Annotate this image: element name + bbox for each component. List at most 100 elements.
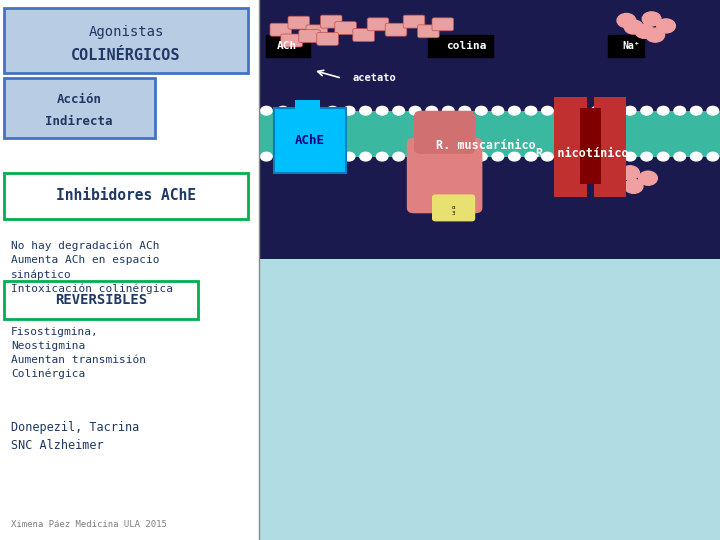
Circle shape: [707, 152, 719, 161]
Circle shape: [277, 152, 289, 161]
Circle shape: [642, 12, 661, 26]
FancyBboxPatch shape: [306, 25, 328, 38]
FancyBboxPatch shape: [295, 100, 320, 116]
Text: Inhibidores AChE: Inhibidores AChE: [56, 188, 196, 203]
Circle shape: [410, 106, 421, 115]
FancyBboxPatch shape: [259, 259, 720, 540]
FancyBboxPatch shape: [432, 18, 454, 31]
FancyBboxPatch shape: [353, 29, 374, 42]
Circle shape: [608, 152, 619, 161]
Text: R. muscarínico: R. muscarínico: [436, 139, 536, 152]
Circle shape: [426, 106, 438, 115]
Circle shape: [617, 14, 636, 28]
Circle shape: [508, 106, 520, 115]
Circle shape: [541, 106, 553, 115]
FancyBboxPatch shape: [299, 30, 320, 43]
Text: Na⁺: Na⁺: [623, 41, 640, 51]
FancyBboxPatch shape: [4, 78, 155, 138]
Circle shape: [492, 152, 503, 161]
FancyBboxPatch shape: [270, 23, 292, 36]
FancyBboxPatch shape: [580, 108, 601, 184]
Circle shape: [410, 152, 421, 161]
Circle shape: [360, 152, 372, 161]
FancyBboxPatch shape: [266, 35, 310, 57]
Circle shape: [624, 152, 636, 161]
Circle shape: [591, 152, 603, 161]
FancyBboxPatch shape: [274, 108, 346, 173]
Circle shape: [459, 152, 471, 161]
Text: α
3: α 3: [451, 205, 456, 216]
Circle shape: [525, 152, 536, 161]
Circle shape: [690, 106, 702, 115]
Text: AChE: AChE: [294, 134, 325, 147]
Circle shape: [657, 19, 675, 33]
FancyBboxPatch shape: [4, 8, 248, 73]
Text: REVERSIBLES: REVERSIBLES: [55, 293, 147, 307]
Circle shape: [657, 152, 669, 161]
Circle shape: [393, 152, 405, 161]
Text: ACh: ACh: [277, 41, 297, 51]
FancyBboxPatch shape: [403, 15, 425, 28]
FancyBboxPatch shape: [367, 18, 389, 31]
Circle shape: [261, 106, 272, 115]
Circle shape: [443, 152, 454, 161]
Circle shape: [575, 106, 586, 115]
Circle shape: [707, 106, 719, 115]
Text: Acción: Acción: [57, 93, 102, 106]
FancyBboxPatch shape: [4, 173, 248, 219]
Circle shape: [377, 152, 388, 161]
Circle shape: [443, 106, 454, 115]
Circle shape: [525, 106, 536, 115]
Circle shape: [277, 106, 289, 115]
Circle shape: [674, 106, 685, 115]
FancyBboxPatch shape: [418, 25, 439, 38]
FancyBboxPatch shape: [259, 111, 720, 157]
Circle shape: [476, 152, 487, 161]
Circle shape: [657, 106, 669, 115]
Circle shape: [476, 106, 487, 115]
Circle shape: [591, 106, 603, 115]
Text: Agonistas: Agonistas: [89, 25, 163, 38]
Circle shape: [459, 106, 471, 115]
Text: R. nicotínico: R. nicotínico: [536, 147, 629, 160]
FancyBboxPatch shape: [432, 194, 475, 221]
Circle shape: [635, 24, 654, 38]
Circle shape: [508, 152, 520, 161]
Text: Fisostigmina,
Neostigmina
Aumentan transmisión
Colinérgica: Fisostigmina, Neostigmina Aumentan trans…: [11, 327, 145, 380]
FancyBboxPatch shape: [320, 15, 342, 28]
Circle shape: [343, 106, 355, 115]
Circle shape: [360, 106, 372, 115]
Circle shape: [377, 106, 388, 115]
Circle shape: [558, 152, 570, 161]
FancyBboxPatch shape: [4, 281, 198, 319]
Text: COLINÉRGICOS: COLINÉRGICOS: [71, 48, 181, 63]
Circle shape: [624, 106, 636, 115]
Circle shape: [690, 152, 702, 161]
Circle shape: [310, 106, 322, 115]
FancyBboxPatch shape: [281, 34, 302, 47]
Text: Ximena Páez Medicina ULA 2015: Ximena Páez Medicina ULA 2015: [11, 520, 166, 529]
FancyBboxPatch shape: [407, 138, 482, 213]
Circle shape: [639, 171, 657, 185]
Circle shape: [624, 20, 643, 34]
Circle shape: [674, 152, 685, 161]
FancyBboxPatch shape: [317, 32, 338, 45]
Circle shape: [646, 28, 665, 42]
Text: Donepezil, Tacrina
SNC Alzheimer: Donepezil, Tacrina SNC Alzheimer: [11, 421, 139, 452]
Circle shape: [624, 179, 643, 193]
FancyBboxPatch shape: [288, 16, 310, 29]
FancyBboxPatch shape: [594, 97, 626, 197]
Circle shape: [327, 106, 338, 115]
Circle shape: [343, 152, 355, 161]
Circle shape: [294, 152, 305, 161]
Circle shape: [621, 166, 639, 180]
Circle shape: [261, 152, 272, 161]
Circle shape: [608, 106, 619, 115]
Circle shape: [641, 106, 652, 115]
FancyBboxPatch shape: [385, 23, 407, 36]
Circle shape: [310, 152, 322, 161]
Text: acetato: acetato: [353, 73, 397, 83]
FancyBboxPatch shape: [554, 97, 587, 197]
FancyBboxPatch shape: [414, 111, 475, 154]
Circle shape: [541, 152, 553, 161]
